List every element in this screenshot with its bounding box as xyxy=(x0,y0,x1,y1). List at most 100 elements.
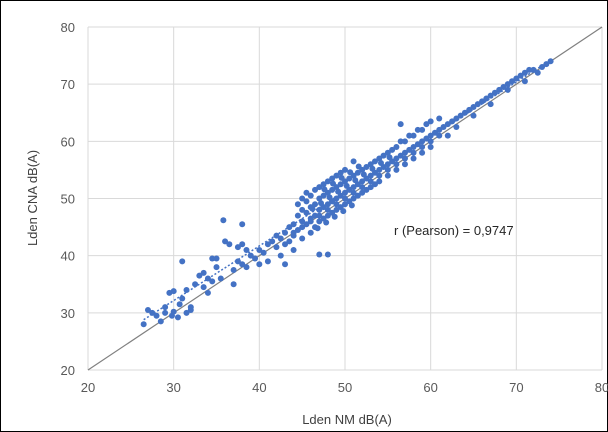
data-point xyxy=(397,138,404,145)
x-axis-label: Lden NM dB(A) xyxy=(302,412,392,427)
data-point xyxy=(547,58,554,65)
data-point xyxy=(299,206,306,213)
data-point xyxy=(324,206,331,213)
x-tick-label: 70 xyxy=(509,380,523,395)
pearson-annotation: r (Pearson) = 0,9747 xyxy=(394,223,514,238)
data-point xyxy=(360,171,367,178)
data-point xyxy=(187,306,194,313)
data-point xyxy=(226,241,233,248)
data-point xyxy=(230,266,237,273)
data-point xyxy=(371,181,378,188)
data-point xyxy=(337,169,344,176)
data-point xyxy=(329,186,336,193)
data-point xyxy=(329,175,336,182)
y-tick-label: 30 xyxy=(61,306,75,321)
data-point xyxy=(350,195,357,202)
data-point xyxy=(209,255,216,262)
data-point xyxy=(367,184,374,191)
data-point xyxy=(414,126,421,133)
data-point xyxy=(401,138,408,145)
data-point xyxy=(200,269,207,276)
data-point xyxy=(256,246,263,253)
data-point xyxy=(239,241,246,248)
data-point xyxy=(346,175,353,182)
data-point xyxy=(354,192,361,199)
data-point xyxy=(427,144,434,151)
data-point xyxy=(299,218,306,225)
data-point xyxy=(331,213,338,220)
data-point xyxy=(303,189,310,196)
data-point xyxy=(162,309,169,316)
data-point xyxy=(290,246,297,253)
data-point xyxy=(170,288,177,295)
data-point xyxy=(144,306,151,313)
data-point xyxy=(264,241,271,248)
data-point xyxy=(397,121,404,128)
data-point xyxy=(487,101,494,108)
data-point xyxy=(543,61,550,68)
data-point xyxy=(303,221,310,228)
data-point xyxy=(183,309,190,316)
data-point xyxy=(179,258,186,265)
data-point xyxy=(350,184,357,191)
data-point xyxy=(401,161,408,168)
data-point xyxy=(534,69,541,76)
data-point xyxy=(355,163,362,170)
data-point xyxy=(342,201,348,208)
data-point xyxy=(307,229,314,236)
data-point xyxy=(222,238,229,245)
data-point xyxy=(320,192,327,199)
x-tick-label: 20 xyxy=(81,380,95,395)
data-point xyxy=(436,115,443,122)
data-points xyxy=(140,58,554,328)
data-point xyxy=(309,205,316,212)
data-point xyxy=(526,66,533,73)
data-point xyxy=(324,178,331,185)
data-point xyxy=(324,212,331,219)
data-point xyxy=(260,249,267,256)
data-point xyxy=(179,295,186,302)
data-point xyxy=(239,261,246,268)
data-point xyxy=(440,124,447,131)
data-point xyxy=(330,180,337,187)
x-tick-label: 30 xyxy=(166,380,180,395)
y-tick-label: 70 xyxy=(61,77,75,92)
data-point xyxy=(335,188,342,195)
data-point xyxy=(376,172,383,179)
data-point xyxy=(324,251,331,258)
data-point xyxy=(401,155,408,162)
x-tick-label: 60 xyxy=(423,380,437,395)
data-point xyxy=(269,238,276,245)
y-tick-label: 80 xyxy=(61,20,75,35)
data-point xyxy=(326,194,333,201)
data-point xyxy=(318,200,325,207)
data-point xyxy=(333,206,340,213)
data-point xyxy=(234,258,241,265)
data-point xyxy=(217,275,224,282)
data-point xyxy=(419,149,426,156)
data-point xyxy=(504,86,511,93)
data-point xyxy=(376,155,383,162)
data-point xyxy=(393,144,400,151)
data-point xyxy=(436,132,443,139)
data-point xyxy=(504,81,511,88)
data-point xyxy=(369,165,376,172)
x-tick-label: 80 xyxy=(595,380,608,395)
data-point xyxy=(140,321,147,328)
data-point xyxy=(513,75,520,82)
data-point xyxy=(363,164,370,171)
data-point xyxy=(239,221,246,228)
data-point xyxy=(176,301,183,308)
data-point xyxy=(423,121,430,128)
data-point xyxy=(496,86,503,93)
data-point xyxy=(444,132,451,139)
data-point xyxy=(333,195,340,202)
data-point xyxy=(294,226,301,233)
data-point xyxy=(290,229,297,236)
data-point xyxy=(393,161,400,168)
data-point xyxy=(162,304,169,311)
data-point xyxy=(350,189,357,196)
data-point xyxy=(521,69,528,76)
data-point xyxy=(294,201,301,208)
